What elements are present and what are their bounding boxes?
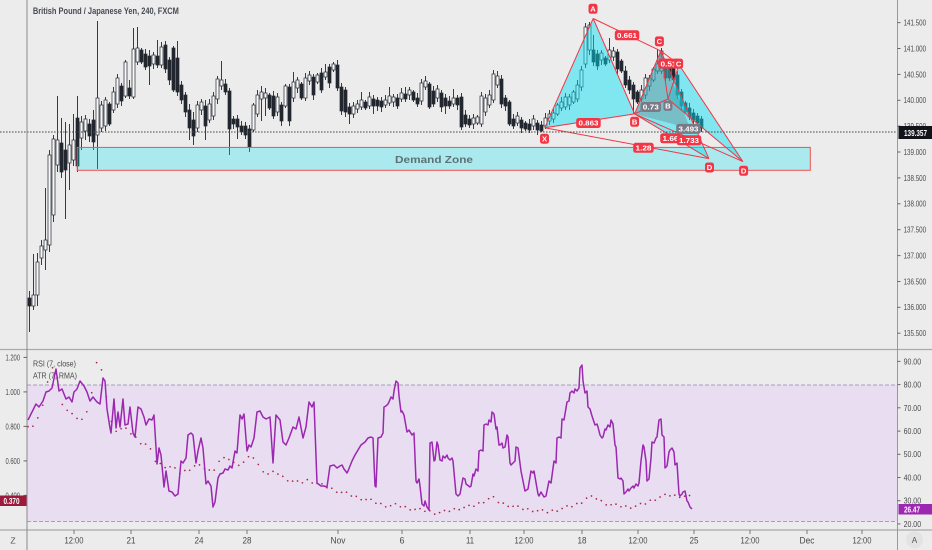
svg-text:6: 6 — [400, 536, 405, 546]
svg-text:90.00: 90.00 — [904, 356, 922, 366]
svg-text:RSI (7, close): RSI (7, close) — [33, 360, 76, 369]
svg-text:X: X — [542, 134, 547, 143]
svg-text:D: D — [707, 163, 713, 172]
svg-text:Z: Z — [10, 536, 15, 546]
svg-text:11: 11 — [466, 536, 474, 546]
svg-text:C: C — [657, 37, 663, 46]
svg-text:C: C — [676, 59, 682, 68]
svg-text:B: B — [632, 118, 638, 127]
svg-text:3.493: 3.493 — [679, 125, 699, 134]
svg-text:135.500: 135.500 — [904, 328, 927, 338]
svg-text:20.00: 20.00 — [904, 519, 922, 529]
svg-text:141.500: 141.500 — [904, 18, 927, 28]
svg-text:136.000: 136.000 — [904, 302, 927, 312]
svg-text:138.500: 138.500 — [904, 173, 927, 183]
svg-text:26.47: 26.47 — [904, 504, 920, 514]
svg-text:12:00: 12:00 — [65, 536, 84, 546]
svg-text:0.661: 0.661 — [617, 31, 638, 40]
svg-text:60.00: 60.00 — [904, 426, 922, 436]
svg-text:1.000: 1.000 — [6, 387, 21, 397]
svg-text:139.000: 139.000 — [904, 147, 927, 157]
svg-text:0.51: 0.51 — [661, 59, 678, 68]
svg-text:140.000: 140.000 — [904, 95, 927, 105]
svg-text:21: 21 — [127, 536, 136, 546]
svg-text:50.00: 50.00 — [904, 449, 922, 459]
svg-text:18: 18 — [578, 536, 587, 546]
svg-text:A: A — [912, 536, 918, 545]
svg-text:12:00: 12:00 — [853, 536, 872, 546]
svg-text:12:00: 12:00 — [741, 536, 760, 546]
svg-text:12:00: 12:00 — [629, 536, 648, 546]
svg-text:137.000: 137.000 — [904, 250, 927, 260]
svg-text:24: 24 — [195, 536, 204, 546]
svg-text:137.500: 137.500 — [904, 225, 927, 235]
svg-text:Demand Zone: Demand Zone — [395, 154, 473, 166]
svg-text:141.000: 141.000 — [904, 43, 927, 53]
svg-text:138.000: 138.000 — [904, 199, 927, 209]
svg-text:80.00: 80.00 — [904, 380, 922, 390]
svg-text:1.200: 1.200 — [6, 352, 21, 362]
svg-text:A: A — [590, 5, 596, 14]
svg-text:140.500: 140.500 — [904, 69, 927, 79]
svg-text:70.00: 70.00 — [904, 403, 922, 413]
svg-text:40.00: 40.00 — [904, 472, 922, 482]
svg-text:1.66: 1.66 — [663, 134, 679, 143]
svg-text:0.800: 0.800 — [6, 421, 21, 431]
svg-text:Nov: Nov — [331, 536, 347, 546]
svg-text:1.733: 1.733 — [679, 136, 699, 145]
svg-text:28: 28 — [243, 536, 252, 546]
svg-text:British Pound / Japanese Yen,: British Pound / Japanese Yen, 240, FXCM — [33, 6, 179, 16]
svg-text:0.73: 0.73 — [643, 103, 659, 112]
svg-text:139.357: 139.357 — [904, 128, 927, 138]
svg-text:0.400: 0.400 — [6, 490, 21, 500]
svg-text:136.500: 136.500 — [904, 276, 927, 286]
svg-text:B: B — [665, 102, 671, 111]
svg-text:ATR (7, RMA): ATR (7, RMA) — [33, 372, 77, 381]
svg-text:30.00: 30.00 — [904, 496, 922, 506]
svg-text:D: D — [741, 167, 747, 176]
svg-text:0.863: 0.863 — [579, 119, 599, 128]
svg-text:1.28: 1.28 — [636, 144, 652, 153]
svg-text:0.600: 0.600 — [6, 456, 21, 466]
svg-text:0.370: 0.370 — [4, 496, 20, 506]
svg-text:Dec: Dec — [800, 536, 816, 546]
svg-text:12:00: 12:00 — [515, 536, 534, 546]
svg-text:25: 25 — [690, 536, 699, 546]
